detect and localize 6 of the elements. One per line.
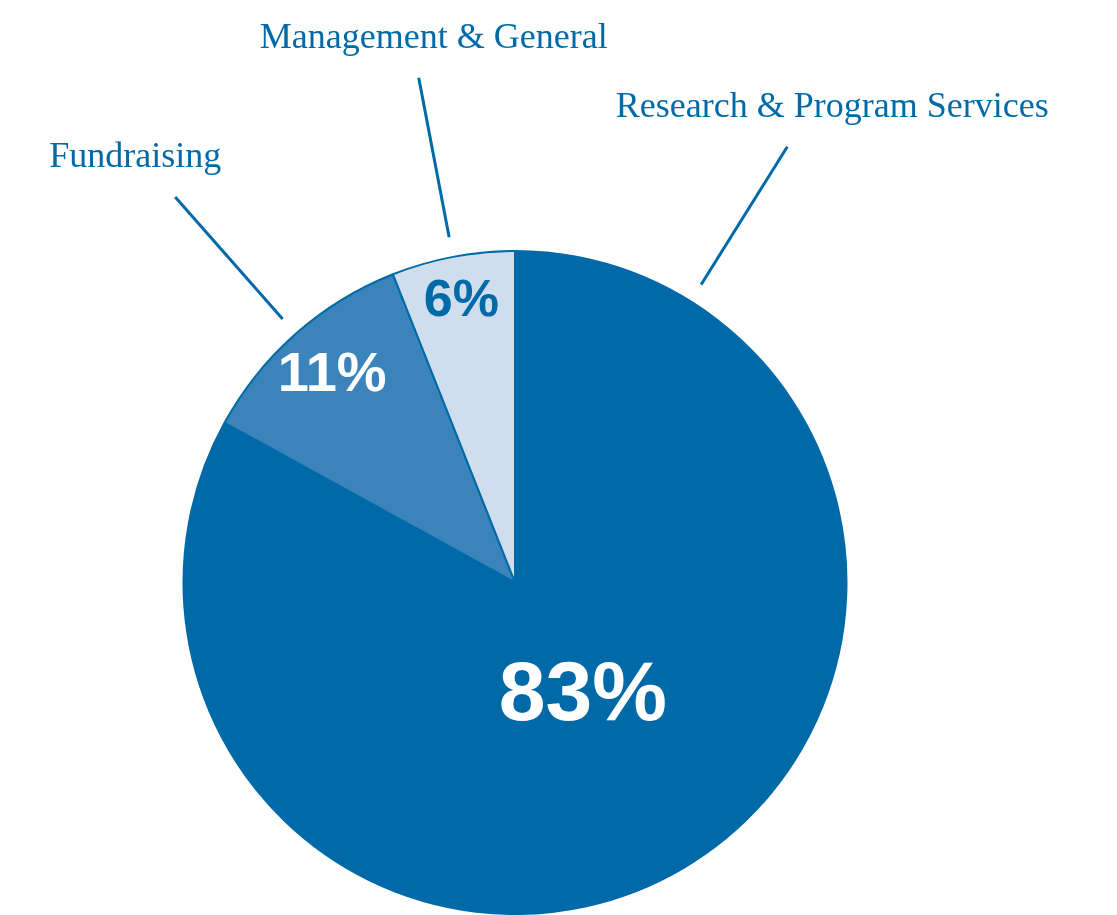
- slice-label: Research & Program Services: [615, 84, 1049, 125]
- slice-label: Fundraising: [49, 135, 222, 176]
- slice-label: Management & General: [259, 15, 608, 56]
- data-label: 6%: [423, 268, 499, 327]
- data-label: 11%: [277, 339, 387, 403]
- data-label: 83%: [498, 644, 667, 739]
